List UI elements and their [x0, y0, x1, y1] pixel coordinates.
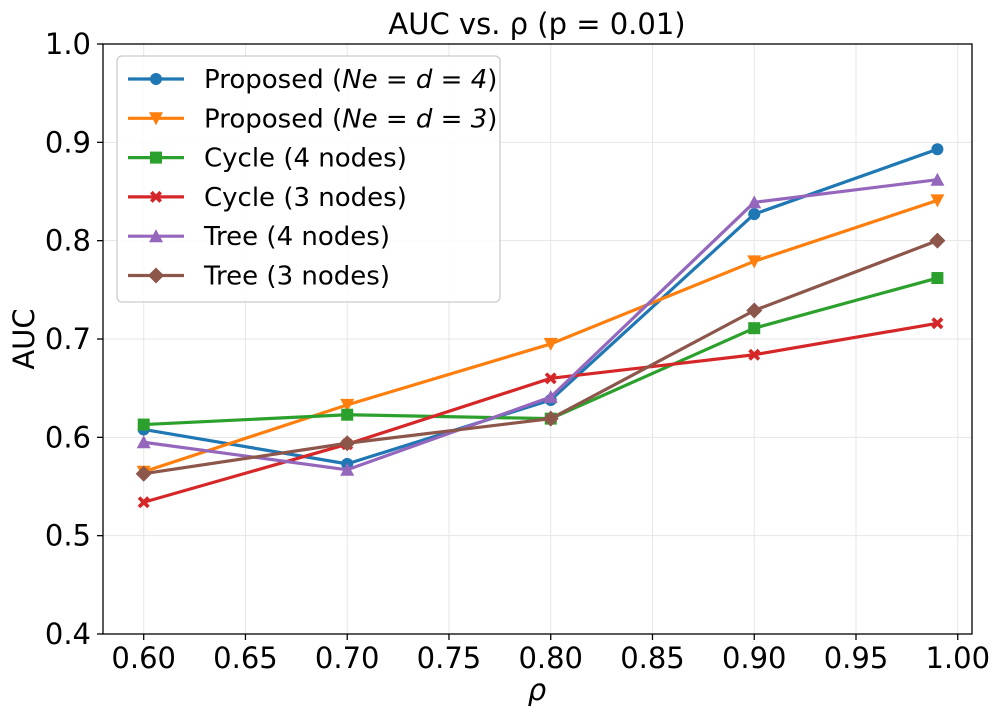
y-tick-label: 0.8 [45, 224, 91, 258]
legend-label: Proposed (Ne = d = 4) [204, 65, 497, 95]
data-point [929, 232, 946, 249]
data-point [542, 410, 559, 427]
data-point [930, 172, 945, 186]
legend-swatch-marker [150, 73, 162, 85]
x-tick-label: 0.65 [213, 641, 278, 675]
legend-item: Proposed (Ne = d = 4) [128, 65, 497, 95]
data-point [931, 272, 944, 285]
data-point [747, 255, 762, 269]
x-tick-label: 1.00 [925, 641, 990, 675]
data-point [544, 372, 557, 385]
legend-label: Cycle (3 nodes) [204, 183, 407, 213]
x-tick-label: 0.90 [722, 641, 787, 675]
x-tick-label: 0.95 [824, 641, 889, 675]
legend-item: Cycle (3 nodes) [128, 183, 407, 213]
y-tick-label: 1.0 [45, 27, 91, 61]
data-point [137, 496, 150, 509]
data-point [748, 322, 761, 335]
legend-swatch-marker [149, 229, 163, 243]
x-tick-label: 0.85 [620, 641, 685, 675]
data-point [543, 337, 558, 351]
y-tick-label: 0.6 [45, 420, 91, 454]
y-tick-label: 0.9 [45, 125, 91, 159]
data-point [339, 435, 356, 452]
x-tick-label: 0.75 [417, 641, 482, 675]
legend-label: Cycle (4 nodes) [204, 144, 407, 174]
data-point [930, 194, 945, 208]
data-point [341, 408, 354, 421]
legend-label: Tree (4 nodes) [203, 222, 390, 252]
series-5 [136, 172, 945, 476]
legend-item: Cycle (4 nodes) [128, 144, 407, 174]
x-tick-label: 0.80 [518, 641, 583, 675]
legend-swatch-marker [150, 151, 162, 164]
data-point [931, 317, 944, 330]
legend-swatch-marker [148, 267, 164, 284]
data-point [748, 208, 761, 221]
chart-title: AUC vs. ρ (p = 0.01) [388, 7, 685, 41]
data-point [931, 143, 944, 156]
y-axis-label: AUC [7, 308, 41, 369]
legend-swatch-marker [150, 190, 162, 203]
legend-item: Tree (4 nodes) [128, 222, 390, 252]
data-point [747, 195, 762, 209]
data-point [340, 398, 355, 412]
legend-label: Tree (3 nodes) [203, 262, 390, 292]
legend-item: Proposed (Ne = d = 3) [128, 104, 497, 134]
data-point [135, 465, 152, 482]
y-tick-label: 0.4 [45, 617, 91, 651]
legend-swatch-marker [149, 112, 163, 126]
series-group [135, 143, 946, 509]
data-point [543, 390, 558, 404]
legend-box [116, 55, 501, 303]
x-axis-label: ρ [528, 673, 547, 707]
data-point [136, 435, 151, 449]
data-point [746, 302, 763, 319]
legend: Proposed (Ne = d = 4) Proposed (Ne = d = … [116, 55, 501, 303]
x-tick-label: 0.60 [111, 641, 176, 675]
data-point [340, 462, 355, 476]
x-tick-label: 0.70 [315, 641, 380, 675]
y-tick-label: 0.5 [45, 519, 91, 553]
data-point [137, 418, 150, 431]
data-point [748, 348, 761, 361]
legend-item: Tree (3 nodes) [128, 262, 390, 292]
legend-label: Proposed (Ne = d = 3) [204, 104, 497, 134]
series-6 [135, 232, 946, 482]
y-tick-label: 0.7 [45, 322, 91, 356]
ticks: 0.60 0.65 0.70 0.75 0.80 0.85 0.90 0.95 1.00 0.4 0… [45, 27, 990, 675]
